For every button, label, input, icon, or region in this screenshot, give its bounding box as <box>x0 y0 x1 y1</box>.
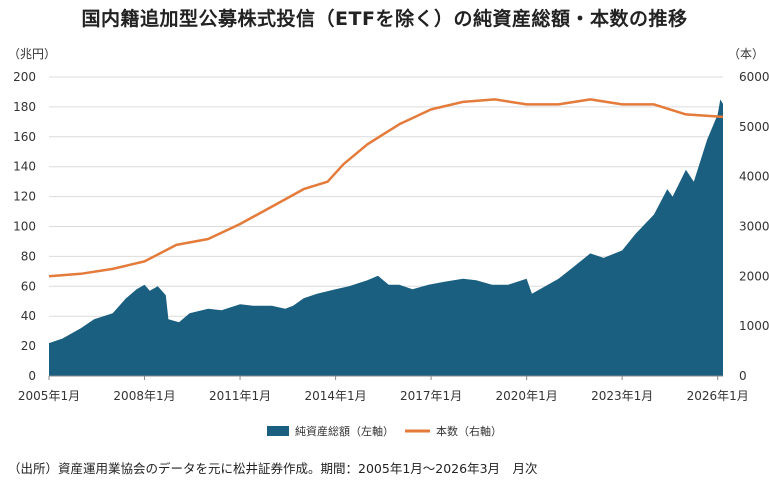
right-axis-tick-label: 6000 <box>739 70 769 84</box>
right-axis-tick-label: 4000 <box>739 170 769 184</box>
x-axis-tick-label: 2005年1月 <box>18 389 80 403</box>
legend: 純資産総額（左軸） 本数（右軸） <box>267 424 502 438</box>
net-assets-area <box>49 99 723 377</box>
area-series-layer <box>49 99 723 377</box>
left-axis-tick-label: 80 <box>21 249 36 263</box>
left-axis-tick-label: 180 <box>13 100 36 114</box>
x-axis-tick-label: 2020年1月 <box>496 389 558 403</box>
x-axis-tick-label: 2026年1月 <box>687 389 749 403</box>
legend-line-label: 本数（右軸） <box>436 424 502 438</box>
right-axis-tick-label: 0 <box>739 369 747 383</box>
line-series-layer <box>48 98 724 278</box>
source-note: （出所）資産運用業協会のデータを元に松井証券作成。期間：2005年1月～2026… <box>8 461 538 476</box>
x-axis-tick-label: 2008年1月 <box>113 389 175 403</box>
left-axis-tick-label: 200 <box>13 70 36 84</box>
axes: 0204060801001201401601802000100020003000… <box>13 70 769 403</box>
right-axis-tick-label: 2000 <box>739 269 769 283</box>
left-axis-tick-label: 20 <box>21 339 36 353</box>
right-axis-tick-label: 1000 <box>739 319 769 333</box>
left-axis-unit: （兆円） <box>8 47 56 61</box>
left-axis-tick-label: 40 <box>21 309 36 323</box>
right-axis-tick-label: 3000 <box>739 220 769 234</box>
chart-title: 国内籍追加型公募株式投信（ETFを除く）の純資産総額・本数の推移 <box>81 8 688 30</box>
right-axis-tick-label: 5000 <box>739 120 769 134</box>
left-axis-tick-label: 0 <box>28 369 36 383</box>
legend-area-label: 純資産総額（左軸） <box>295 424 394 438</box>
left-axis-tick-label: 140 <box>13 160 36 174</box>
fund-count-line <box>48 98 724 278</box>
x-axis-tick-label: 2014年1月 <box>304 389 366 403</box>
x-axis-tick-label: 2017年1月 <box>400 389 462 403</box>
left-axis-tick-label: 120 <box>13 190 36 204</box>
left-axis-tick-label: 160 <box>13 130 36 144</box>
x-axis-tick-label: 2023年1月 <box>591 389 653 403</box>
left-axis-tick-label: 100 <box>13 220 36 234</box>
x-axis-tick-label: 2011年1月 <box>209 389 271 403</box>
left-axis-tick-label: 60 <box>21 279 36 293</box>
right-axis-unit: （本） <box>728 47 764 61</box>
legend-area-swatch <box>267 426 289 436</box>
